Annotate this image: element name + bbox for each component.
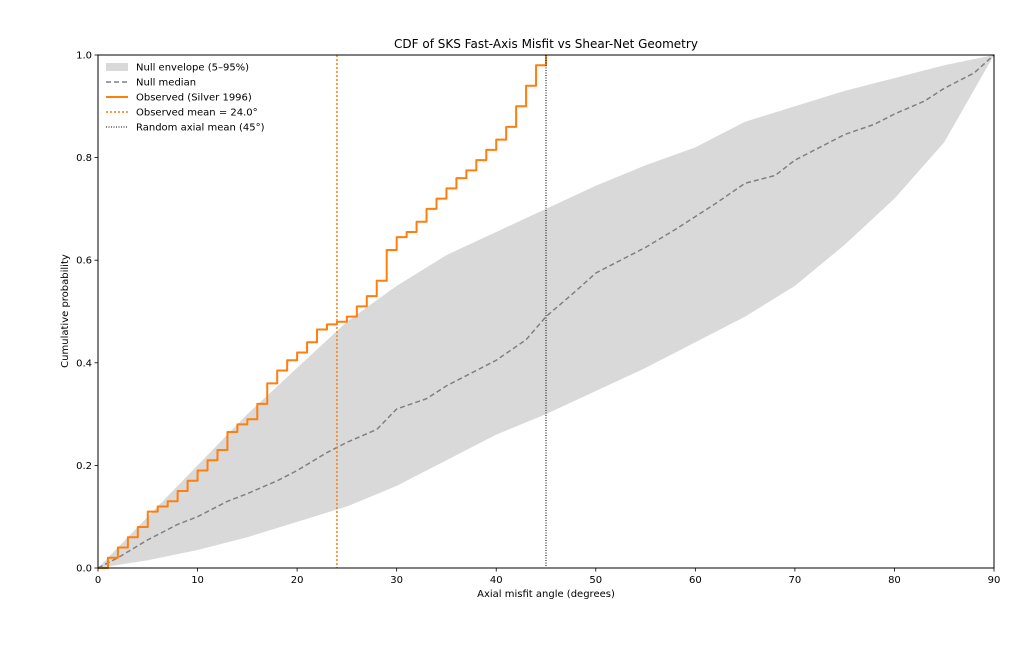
y-tick-label: 0.2 (76, 461, 92, 472)
legend-label: Observed (Silver 1996) (136, 93, 252, 104)
legend-observed: Observed (Silver 1996) (106, 93, 252, 104)
x-tick-label: 60 (689, 575, 702, 586)
legend: Null envelope (5–95%) Null median Observed… (106, 63, 265, 134)
x-tick-label: 10 (191, 575, 204, 586)
y-tick-label: 0.8 (76, 153, 92, 164)
axes-frame (97, 54, 995, 569)
legend-null-median: Null median (106, 78, 196, 89)
x-tick-label: 50 (589, 575, 602, 586)
legend-label: Random axial mean (45°) (136, 123, 265, 134)
legend-label: Null envelope (5–95%) (136, 63, 249, 74)
x-tick-label: 0 (95, 575, 101, 586)
y-tick-label: 0.6 (76, 256, 92, 267)
null-envelope-band (98, 55, 994, 568)
legend-observed-mean: Observed mean = 24.0° (106, 108, 258, 119)
x-tick-label: 70 (789, 575, 802, 586)
x-tick-label: 20 (291, 575, 304, 586)
x-tick-label: 90 (988, 575, 1001, 586)
y-tick-label: 1.0 (76, 51, 92, 62)
legend-null-envelope: Null envelope (5–95%) (106, 63, 249, 74)
x-tick-label: 40 (490, 575, 503, 586)
legend-label: Null median (136, 78, 196, 89)
plot-area (97, 54, 995, 569)
observed-cdf-line (98, 55, 547, 569)
y-tick-label: 0.4 (76, 358, 92, 369)
chart-title: CDF of SKS Fast-Axis Misfit vs Shear-Net… (394, 37, 698, 51)
y-tick-label: 0.0 (76, 564, 92, 575)
tick-layer: 0 10 20 30 40 50 60 70 80 90 0.0 0.2 0.4 0.6 0.8 1.0 (76, 51, 1000, 587)
legend-swatch (106, 63, 128, 71)
x-tick-label: 80 (888, 575, 901, 586)
x-axis-label: Axial misfit angle (degrees) (477, 589, 615, 600)
legend-random-mean: Random axial mean (45°) (106, 123, 265, 134)
x-tick-label: 30 (390, 575, 403, 586)
y-axis-label: Cumulative probability (60, 254, 71, 368)
legend-label: Observed mean = 24.0° (136, 108, 258, 119)
